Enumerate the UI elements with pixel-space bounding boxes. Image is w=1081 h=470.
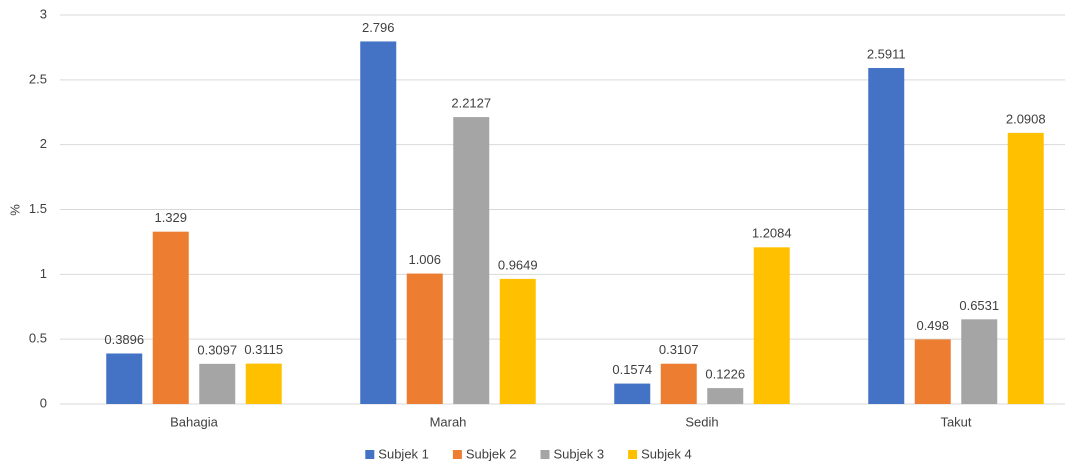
bar: [660, 363, 697, 404]
value-label: 1.2084: [752, 226, 792, 241]
x-tick-label: Takut: [940, 414, 971, 429]
legend-label: Subjek 1: [378, 446, 429, 461]
value-label: 0.9649: [498, 257, 538, 272]
x-tick-label: Marah: [430, 414, 467, 429]
value-label: 0.498: [916, 318, 949, 333]
bar: [360, 41, 397, 405]
bar: [245, 363, 282, 404]
bar: [1007, 132, 1044, 404]
y-tick-label: 3: [40, 6, 47, 21]
value-label: 0.3115: [244, 342, 283, 357]
value-label: 0.3097: [197, 342, 237, 357]
y-tick-label: 1: [40, 266, 47, 281]
legend-swatch: [540, 450, 550, 459]
bar: [152, 231, 189, 404]
bar: [868, 68, 905, 405]
bar: [753, 247, 790, 404]
value-label: 0.3896: [104, 332, 144, 347]
legend-label: Subjek 4: [641, 446, 692, 461]
value-label: 2.5911: [867, 46, 906, 61]
bar: [707, 388, 744, 404]
bar: [406, 273, 443, 404]
value-label: 1.329: [154, 210, 187, 225]
y-tick-label: 0.5: [29, 331, 47, 346]
bar: [453, 117, 490, 405]
value-label: 1.006: [408, 252, 441, 267]
y-axis-label: %: [7, 204, 22, 216]
bar: [106, 353, 143, 404]
y-tick-label: 2: [40, 136, 47, 151]
value-label: 0.1226: [705, 367, 745, 382]
value-label: 2.796: [362, 20, 395, 35]
bar: [614, 383, 651, 404]
y-tick-label: 1.5: [29, 201, 47, 216]
value-label: 0.3107: [659, 342, 699, 357]
legend-swatch: [628, 450, 638, 459]
value-label: 0.1574: [612, 362, 652, 377]
legend-swatch: [365, 450, 375, 459]
bar: [961, 319, 998, 404]
y-tick-label: 2.5: [29, 71, 47, 86]
x-tick-label: Sedih: [685, 414, 718, 429]
legend-label: Subjek 3: [554, 446, 605, 461]
bar: [499, 278, 536, 404]
legend-label: Subjek 2: [466, 446, 517, 461]
legend-swatch: [452, 450, 462, 459]
bar: [199, 363, 236, 404]
value-label: 2.2127: [451, 96, 491, 111]
x-tick-label: Bahagia: [170, 414, 218, 429]
value-label: 2.0908: [1006, 111, 1046, 126]
bar: [914, 339, 951, 404]
value-label: 0.6531: [959, 298, 999, 313]
y-tick-label: 0: [40, 395, 47, 410]
